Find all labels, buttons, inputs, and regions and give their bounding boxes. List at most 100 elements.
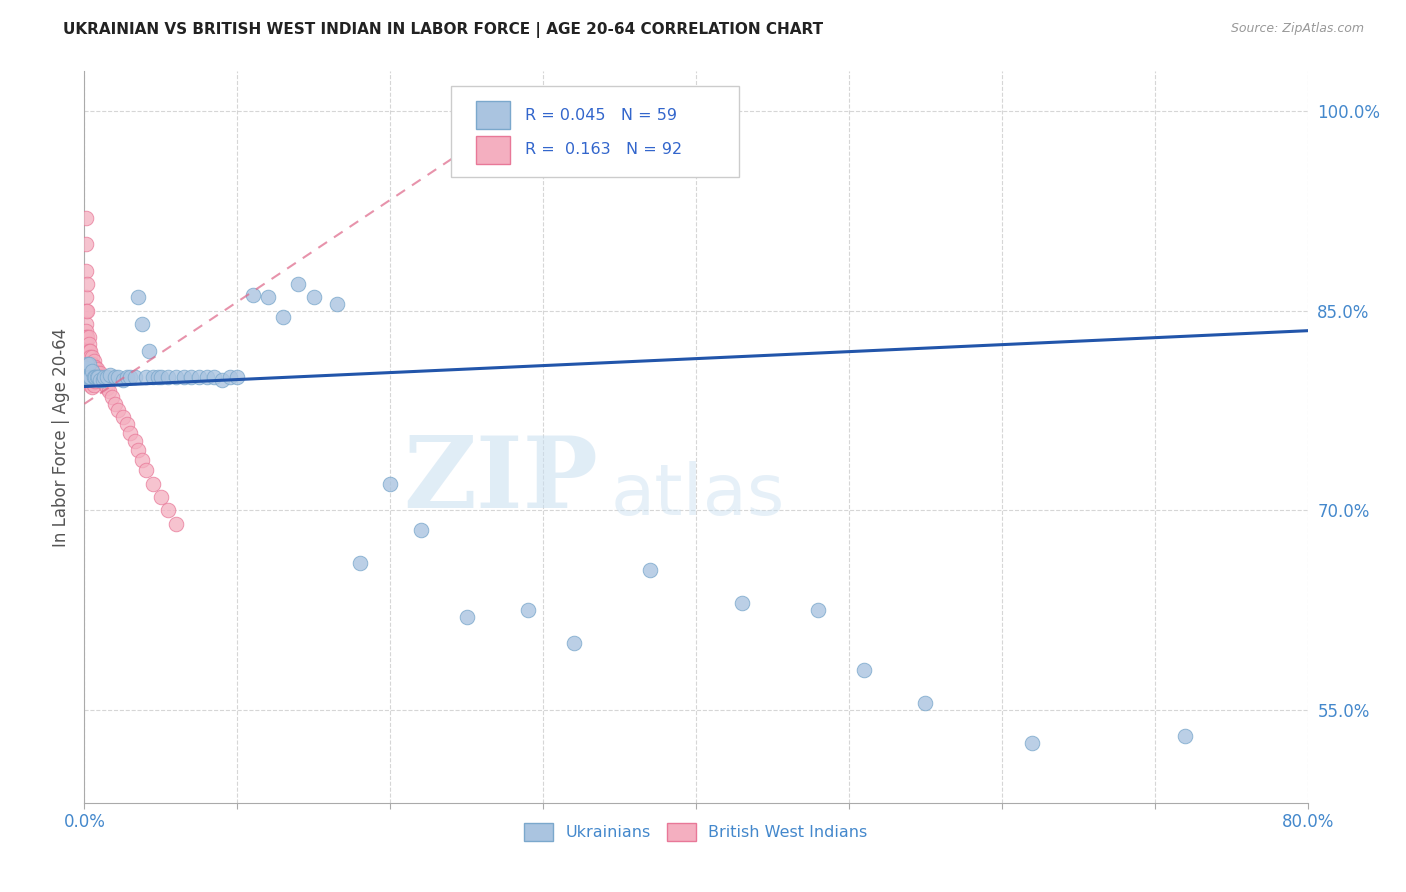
Text: UKRAINIAN VS BRITISH WEST INDIAN IN LABOR FORCE | AGE 20-64 CORRELATION CHART: UKRAINIAN VS BRITISH WEST INDIAN IN LABO… [63, 22, 824, 38]
Point [93, 376, 115, 390]
Point [86, 370, 108, 384]
Point [157, 370, 180, 384]
Point [165, 516, 187, 531]
Point [218, 370, 240, 384]
Point [75, 351, 97, 365]
Point [75, 317, 97, 331]
Point [84, 359, 107, 374]
Point [101, 390, 124, 404]
Point [77, 373, 100, 387]
Point [79, 370, 101, 384]
Point [111, 373, 134, 387]
Point [84, 374, 107, 388]
Point [75, 370, 97, 384]
Point [83, 370, 105, 384]
Point [202, 370, 225, 384]
Point [77, 363, 100, 377]
Point [89, 370, 111, 384]
Point [75, 324, 97, 338]
Point [76, 366, 98, 380]
Point [146, 370, 169, 384]
Point [173, 370, 195, 384]
Point [115, 370, 138, 384]
Point [76, 351, 98, 365]
Point [149, 490, 172, 504]
Point [75, 360, 97, 375]
Point [142, 476, 165, 491]
Point [226, 370, 249, 384]
Point [84, 370, 107, 384]
Point [83, 362, 105, 376]
Point [131, 452, 153, 467]
Point [77, 366, 100, 380]
Point [409, 523, 432, 537]
Point [77, 370, 100, 384]
Point [84, 366, 107, 380]
Point [111, 410, 134, 425]
Point [131, 317, 153, 331]
Point [77, 359, 100, 374]
Point [75, 357, 97, 371]
Point [165, 370, 187, 384]
Point [211, 373, 233, 387]
Point [80, 366, 103, 380]
Point [77, 337, 100, 351]
Point [124, 434, 146, 448]
FancyBboxPatch shape [475, 136, 510, 163]
Point [127, 290, 149, 304]
FancyBboxPatch shape [475, 102, 510, 129]
Point [87, 366, 110, 380]
Point [98, 368, 121, 382]
Point [807, 603, 830, 617]
Point [96, 370, 118, 384]
Point [86, 366, 108, 380]
Point [75, 343, 97, 358]
Point [79, 373, 101, 387]
Point [80, 376, 103, 390]
Point [75, 303, 97, 318]
Point [80, 363, 103, 377]
Point [76, 277, 98, 292]
Point [107, 403, 129, 417]
Point [80, 379, 103, 393]
Point [76, 363, 98, 377]
Point [79, 376, 101, 390]
Point [115, 417, 138, 431]
Point [83, 378, 105, 392]
Point [135, 463, 157, 477]
Point [91, 373, 114, 387]
Point [80, 351, 103, 365]
Text: ZIP: ZIP [404, 433, 598, 530]
Text: Source: ZipAtlas.com: Source: ZipAtlas.com [1230, 22, 1364, 36]
Text: R =  0.163   N = 92: R = 0.163 N = 92 [524, 142, 682, 157]
Point [75, 337, 97, 351]
Point [77, 370, 100, 384]
Point [75, 237, 97, 252]
Point [77, 357, 100, 371]
Point [77, 330, 100, 344]
Point [157, 503, 180, 517]
Point [180, 370, 202, 384]
Point [124, 370, 146, 384]
Point [75, 330, 97, 344]
Point [349, 557, 371, 571]
Point [83, 374, 105, 388]
Point [287, 277, 309, 292]
Point [79, 370, 101, 384]
Point [138, 343, 160, 358]
Point [731, 596, 754, 610]
Point [80, 359, 103, 374]
Point [89, 366, 111, 380]
Point [914, 696, 936, 710]
Point [79, 343, 101, 358]
Point [87, 370, 110, 384]
Point [104, 370, 127, 384]
Point [84, 362, 107, 376]
Point [562, 636, 585, 650]
Point [79, 359, 101, 374]
Point [75, 363, 97, 377]
Point [76, 373, 98, 387]
Point [638, 563, 661, 577]
Point [104, 397, 127, 411]
Point [853, 663, 876, 677]
